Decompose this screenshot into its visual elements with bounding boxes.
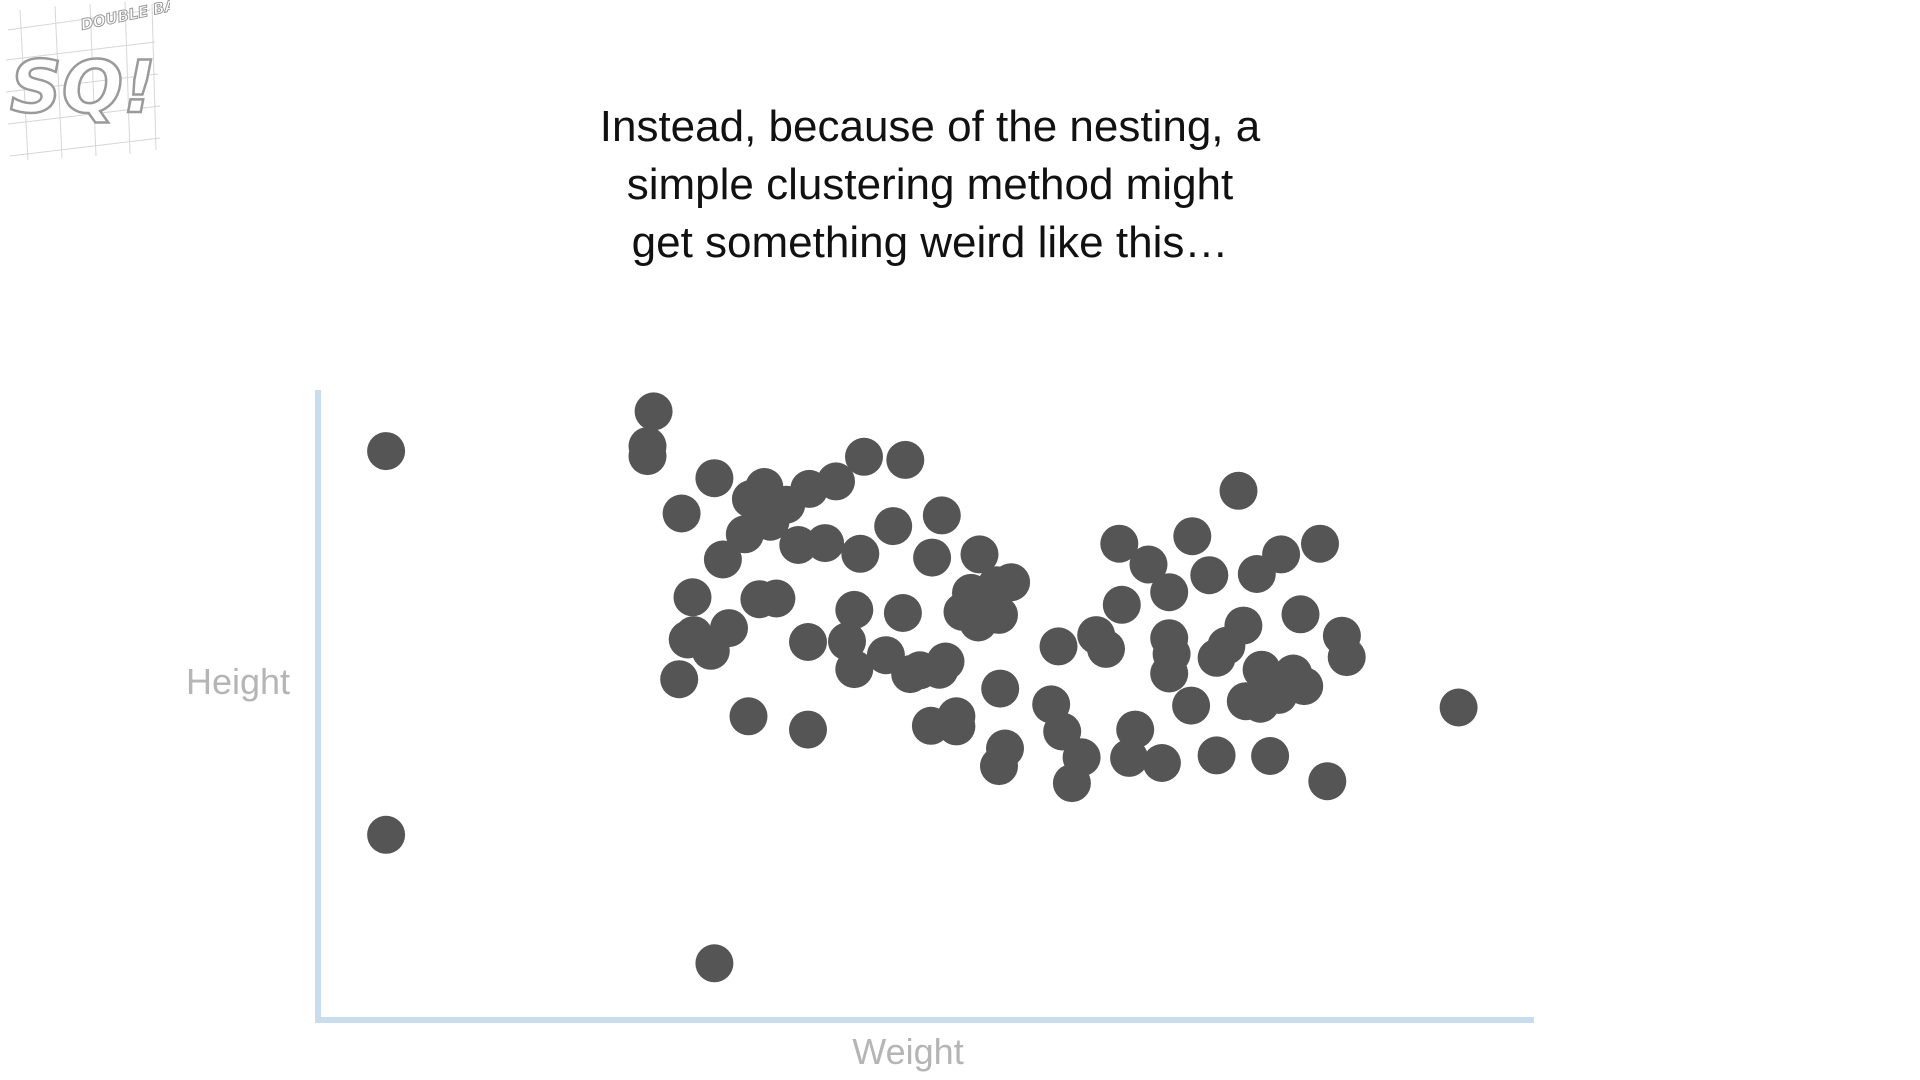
data-point — [673, 578, 712, 617]
data-point — [981, 669, 1020, 708]
data-point — [835, 650, 874, 689]
data-point — [1241, 684, 1280, 723]
data-point — [1173, 517, 1212, 556]
data-point — [913, 538, 952, 577]
data-point — [835, 590, 874, 629]
data-points — [367, 392, 1478, 983]
data-point — [703, 540, 742, 579]
data-point — [1100, 524, 1139, 563]
data-point — [977, 566, 1016, 605]
data-point — [841, 534, 880, 573]
data-point — [886, 440, 925, 479]
data-point — [1039, 627, 1078, 666]
data-point — [1102, 585, 1141, 624]
title-line: Instead, because of the nesting, a — [599, 102, 1261, 151]
data-point — [1043, 712, 1082, 751]
data-point — [1251, 737, 1290, 775]
data-point — [1152, 635, 1191, 673]
data-point — [980, 595, 1018, 634]
data-point — [866, 636, 905, 675]
data-point — [1242, 650, 1281, 689]
data-point — [817, 462, 855, 501]
data-point — [874, 507, 913, 546]
data-point — [691, 631, 730, 670]
data-point — [789, 710, 827, 749]
data-point — [900, 651, 939, 690]
data-point — [367, 432, 406, 471]
data-point — [1077, 616, 1116, 655]
data-point — [845, 437, 883, 476]
data-point — [943, 592, 982, 631]
data-point — [779, 526, 818, 564]
data-point — [1116, 710, 1155, 749]
data-point — [757, 579, 796, 618]
data-point — [1110, 738, 1149, 777]
data-point — [634, 392, 673, 431]
data-point — [1150, 573, 1189, 612]
logo-main-text: SQ! — [10, 45, 156, 129]
slide-title: Instead, because of the nesting, a simpl… — [460, 98, 1400, 272]
data-point — [883, 594, 922, 632]
data-point — [1285, 667, 1324, 706]
data-point — [729, 697, 768, 736]
data-point — [695, 459, 734, 498]
data-point — [960, 535, 999, 574]
data-point — [1308, 762, 1347, 801]
data-point — [1052, 764, 1091, 803]
data-point — [789, 623, 827, 661]
data-point — [660, 660, 699, 699]
data-point — [1190, 556, 1229, 595]
y-axis-label: Height — [186, 661, 290, 702]
statquest-logo: SQ! DOUBLE BAM!! — [5, 0, 170, 161]
logo-grid — [5, 1, 161, 161]
data-point — [628, 427, 667, 466]
data-point — [1172, 686, 1211, 725]
data-point — [937, 707, 976, 746]
data-point — [725, 515, 764, 554]
data-point — [695, 944, 734, 983]
data-point — [1281, 595, 1320, 634]
x-axis-label: Weight — [852, 1031, 963, 1072]
data-point — [1262, 535, 1301, 574]
title-line: get something weird like this… — [631, 218, 1229, 267]
data-point — [980, 747, 1018, 786]
data-point — [1207, 626, 1246, 665]
title-line: simple clustering method might — [626, 160, 1234, 209]
data-point — [922, 496, 961, 535]
data-point — [662, 494, 701, 533]
data-point — [1301, 524, 1339, 563]
data-point — [1439, 688, 1478, 727]
data-point — [1327, 638, 1366, 677]
data-point — [1129, 545, 1168, 584]
data-point — [1142, 744, 1181, 782]
data-point — [1219, 471, 1258, 510]
data-point — [1197, 736, 1236, 775]
data-point — [367, 815, 406, 854]
